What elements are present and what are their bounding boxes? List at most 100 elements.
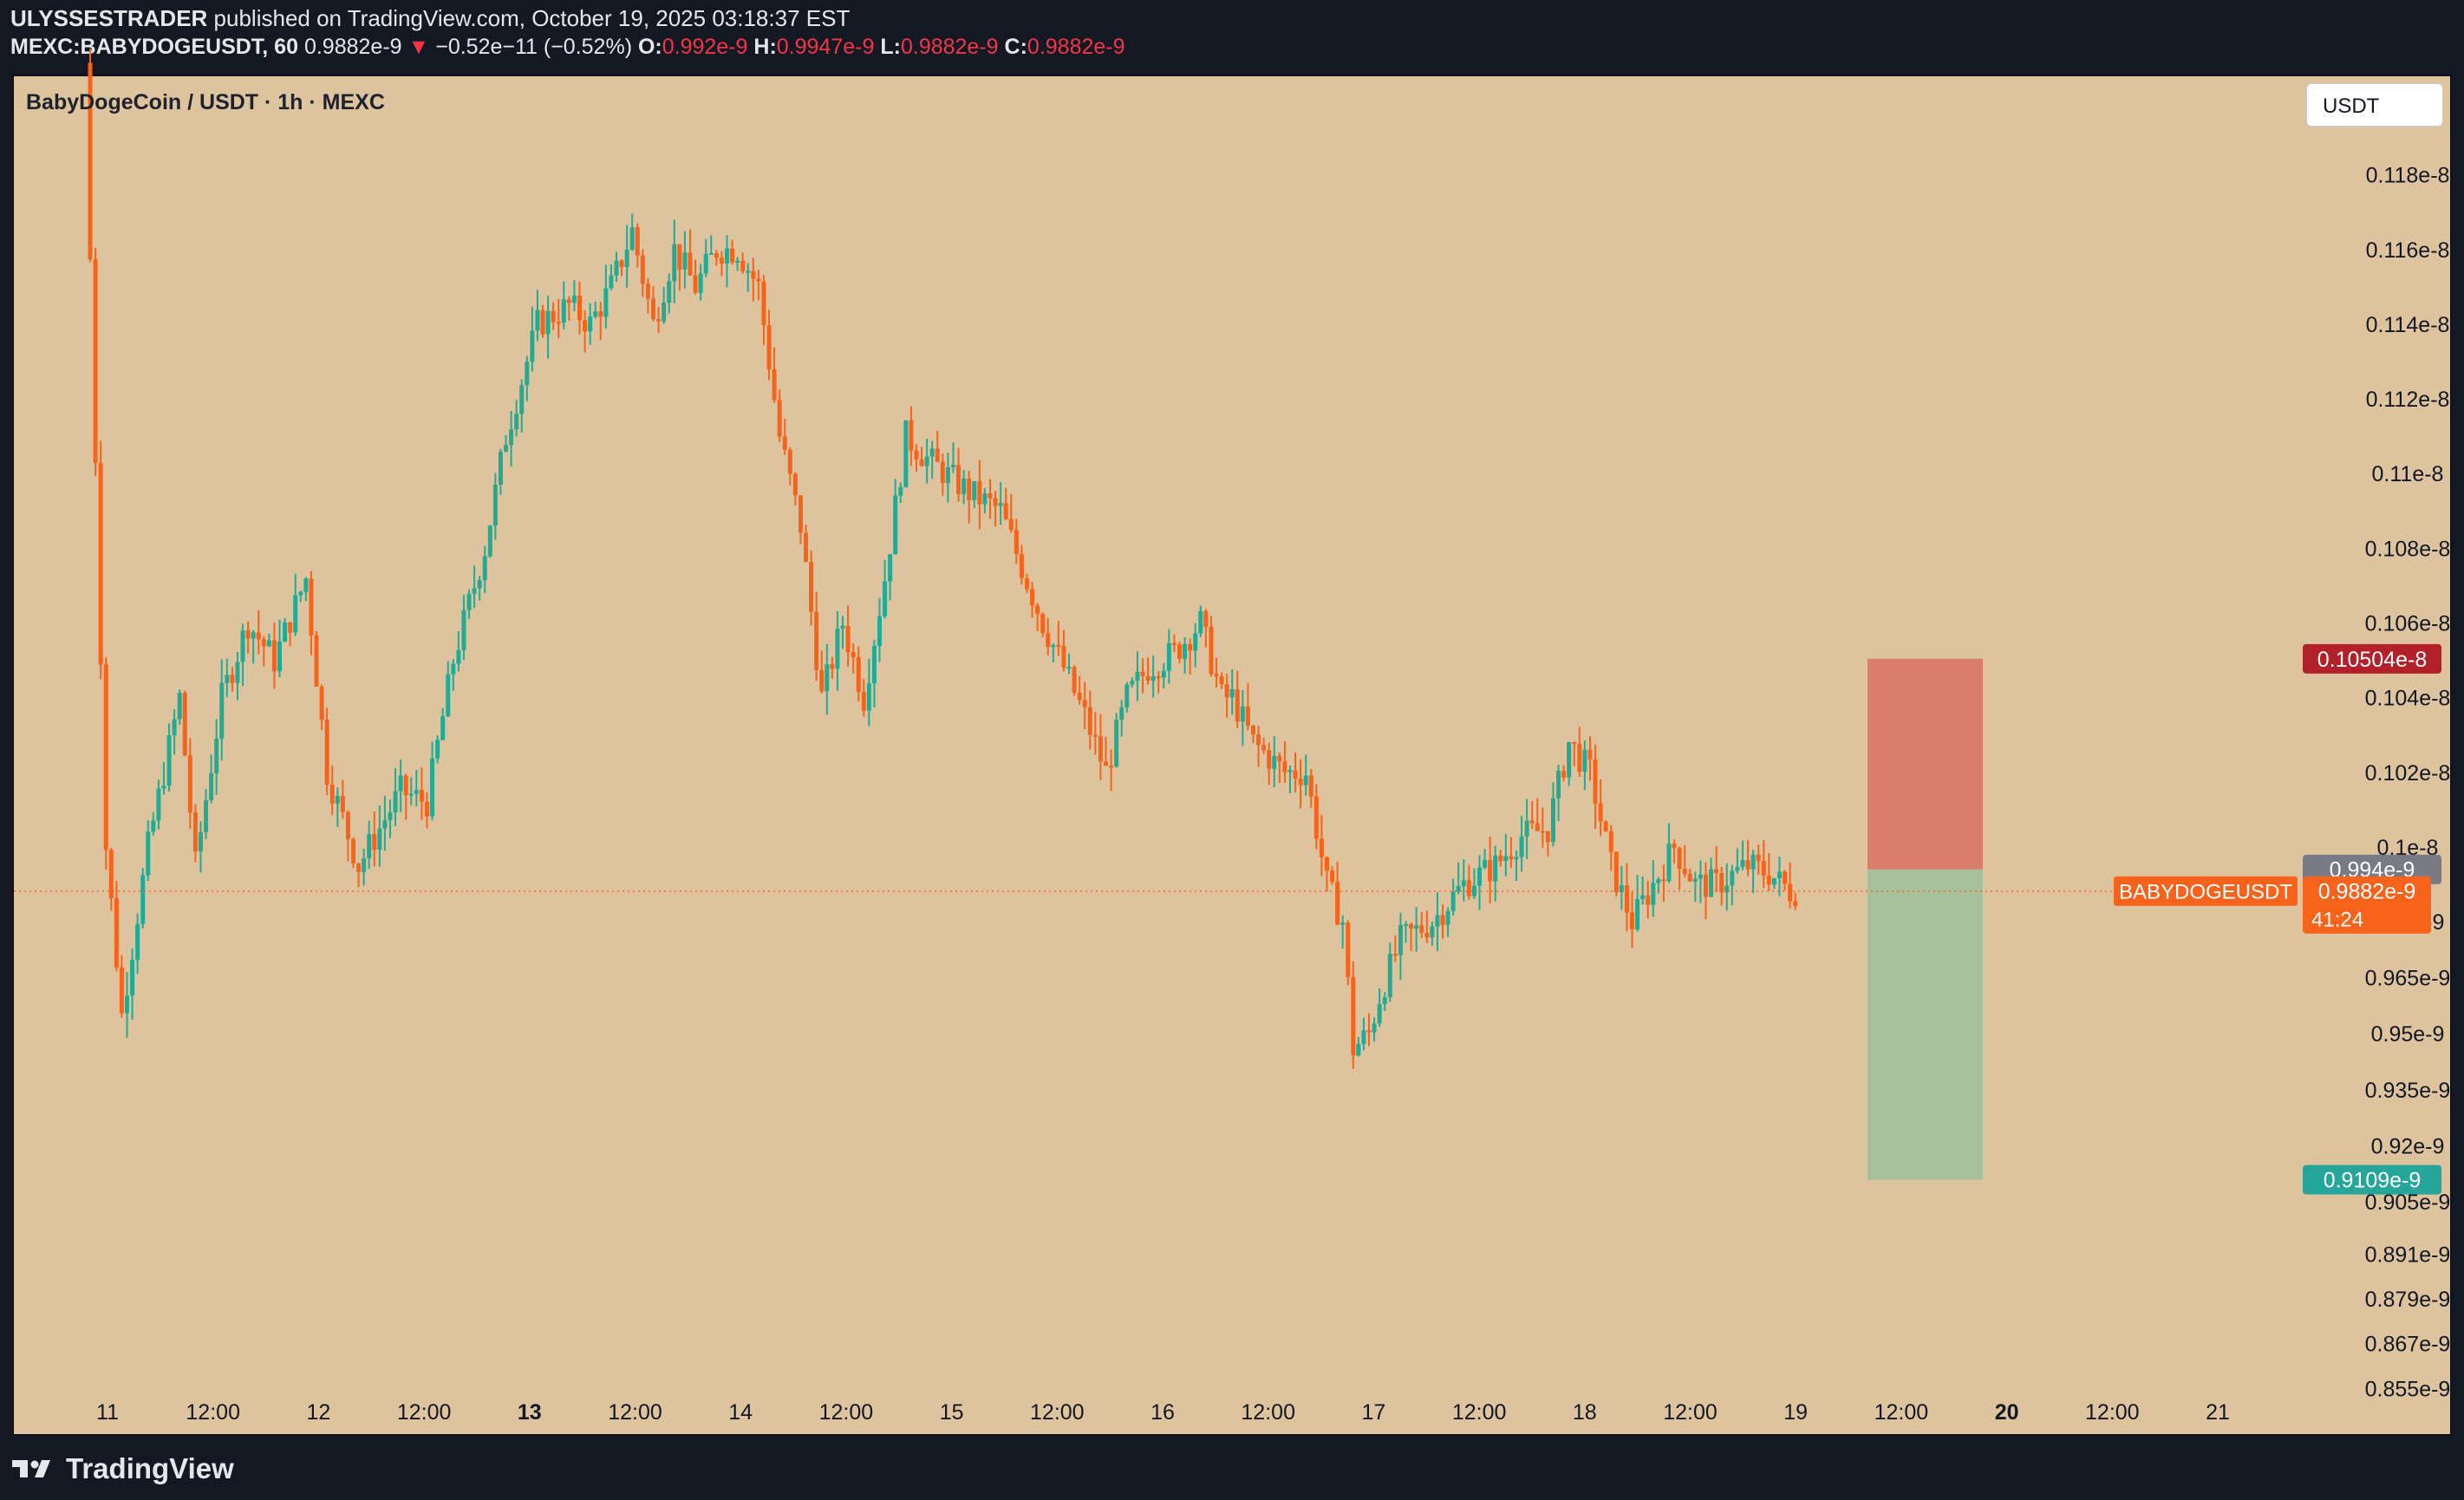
candle <box>1019 545 1024 585</box>
candle <box>1519 815 1524 872</box>
candle-body <box>1488 859 1493 882</box>
candle-body <box>319 687 324 721</box>
candle <box>424 792 429 829</box>
candle-body <box>598 311 603 317</box>
x-tick-label: 16 <box>1151 1400 1175 1425</box>
candle-body <box>1135 671 1140 682</box>
candle <box>1476 855 1482 910</box>
candle <box>172 708 177 755</box>
candle <box>440 708 446 740</box>
candle <box>1666 823 1672 884</box>
candle <box>782 419 787 455</box>
candle <box>751 258 756 302</box>
candle <box>451 659 456 691</box>
candle-body <box>1272 755 1277 769</box>
candle <box>1414 907 1419 952</box>
candle <box>924 439 929 484</box>
candle-body <box>1414 925 1419 929</box>
candle <box>1750 849 1756 893</box>
candle <box>1745 839 1750 877</box>
candle <box>1419 912 1424 939</box>
candle <box>1130 677 1135 688</box>
candle <box>1214 657 1219 688</box>
candle-body <box>151 820 156 832</box>
candle-body <box>1193 633 1198 651</box>
x-tick-label: 12:00 <box>1030 1400 1085 1425</box>
publish-info: published on TradingView.com, October 19… <box>213 5 851 31</box>
candle-body <box>1483 859 1488 868</box>
candle-body <box>240 630 245 662</box>
candle <box>504 434 509 453</box>
candle <box>519 379 525 433</box>
chart-panel[interactable] <box>12 75 2452 1436</box>
candle <box>1545 831 1550 857</box>
candle <box>693 259 698 295</box>
candle-body <box>1567 741 1572 778</box>
candle <box>735 257 740 271</box>
candle <box>345 810 350 862</box>
candle <box>1308 768 1313 808</box>
symbol-line: MEXC:BABYDOGEUSDT, 60 <box>10 35 298 59</box>
candle-body <box>561 299 566 323</box>
candle <box>461 595 466 661</box>
candle <box>761 275 766 346</box>
candle-body <box>1061 645 1066 668</box>
high-value: 0.9947e-9 <box>776 35 875 59</box>
stop-price-label-text: 0.10504e-8 <box>2317 648 2428 672</box>
candle-body <box>1261 745 1267 751</box>
candle-body <box>1550 798 1555 842</box>
candle <box>1193 623 1198 668</box>
candle-body <box>161 786 166 789</box>
candle <box>914 444 919 472</box>
candle <box>977 460 982 530</box>
candle <box>498 448 503 495</box>
candle-body <box>1145 675 1151 681</box>
candle <box>1156 671 1161 694</box>
candle-body <box>871 645 877 684</box>
candle <box>1488 836 1493 904</box>
currency-button[interactable]: USDT <box>2306 83 2443 127</box>
candle <box>414 770 419 807</box>
candle <box>1066 653 1072 675</box>
candle-body <box>893 495 898 555</box>
candle <box>1151 655 1156 698</box>
candle <box>1466 864 1471 900</box>
candle-body <box>1156 676 1161 679</box>
candle-body <box>629 227 635 251</box>
candle-body <box>303 578 309 592</box>
candle-body <box>1171 642 1177 645</box>
candle-body <box>609 275 614 289</box>
candle <box>135 913 140 975</box>
candle-body <box>1077 692 1082 701</box>
candle <box>225 658 230 697</box>
candle-body <box>356 863 362 872</box>
candle <box>1698 860 1703 903</box>
candle <box>662 286 667 324</box>
candle <box>540 304 545 338</box>
candle-body <box>1335 882 1340 925</box>
candle <box>230 666 235 692</box>
candle <box>1529 800 1535 830</box>
candle-body <box>1277 755 1282 762</box>
candle-body <box>519 385 525 414</box>
candle <box>792 472 798 505</box>
candle-body <box>293 595 298 633</box>
candle-body <box>1372 1023 1377 1033</box>
candle-body <box>398 775 403 792</box>
candle-body <box>388 812 393 821</box>
candle-body <box>619 260 624 267</box>
candle <box>1082 682 1087 730</box>
candle <box>972 480 977 509</box>
candle <box>814 591 819 682</box>
candle-body <box>245 630 251 639</box>
candle-body <box>309 578 314 636</box>
candle-body <box>525 362 530 386</box>
candle <box>98 440 103 680</box>
candle-body <box>782 436 787 450</box>
candle-body <box>1788 884 1793 902</box>
tradingview-logo[interactable]: TradingView <box>10 1450 234 1488</box>
candle <box>935 430 940 463</box>
y-tick-label: 0.935e-9 <box>2365 1079 2451 1103</box>
candle-body <box>856 657 861 693</box>
